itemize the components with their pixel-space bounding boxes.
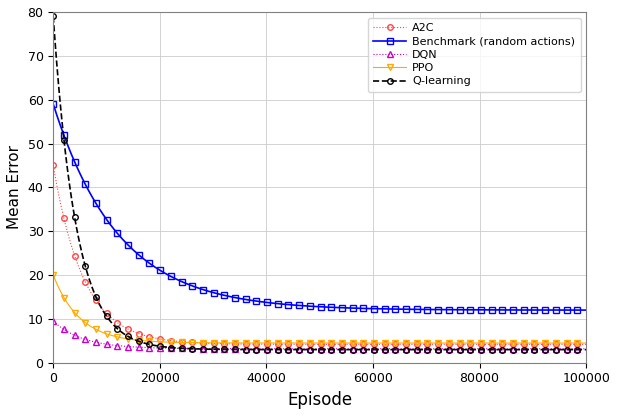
DQN [582,346,590,351]
Y-axis label: Mean Error: Mean Error [7,145,22,229]
Benchmark (random actions) [366,306,374,311]
PPO [582,341,590,346]
Line: Q-learning: Q-learning [51,14,589,352]
Line: A2C: A2C [51,163,589,347]
PPO [51,277,59,282]
Legend: A2C, Benchmark (random actions), DQN, PPO, Q-learning: A2C, Benchmark (random actions), DQN, PP… [368,17,581,92]
DQN [365,346,373,351]
Benchmark (random actions) [582,307,590,312]
PPO [532,341,540,346]
DQN [366,346,374,351]
DQN [49,319,57,324]
Benchmark (random actions) [376,306,383,311]
Line: Benchmark (random actions): Benchmark (random actions) [50,101,590,314]
DQN [376,346,383,351]
X-axis label: Episode: Episode [287,391,352,409]
A2C [365,342,373,347]
Q-learning [49,14,57,19]
Benchmark (random actions) [499,307,506,312]
PPO [49,272,57,277]
PPO [366,341,374,346]
A2C [499,342,506,347]
DQN [532,346,540,351]
Q-learning [51,39,59,44]
Benchmark (random actions) [49,102,57,106]
A2C [532,342,540,347]
A2C [582,342,590,347]
A2C [49,163,57,168]
Benchmark (random actions) [365,306,373,311]
DQN [51,320,59,325]
Q-learning [582,347,590,352]
Q-learning [532,347,540,352]
A2C [51,173,59,178]
Line: PPO: PPO [51,272,589,346]
Q-learning [365,347,373,352]
DQN [499,346,506,351]
PPO [376,341,383,346]
Q-learning [499,347,506,352]
PPO [365,341,373,346]
Q-learning [366,347,374,352]
Benchmark (random actions) [532,307,540,312]
Q-learning [376,347,383,352]
Line: DQN: DQN [51,318,589,352]
A2C [366,342,374,347]
Benchmark (random actions) [51,107,59,112]
A2C [376,342,383,347]
PPO [499,341,506,346]
